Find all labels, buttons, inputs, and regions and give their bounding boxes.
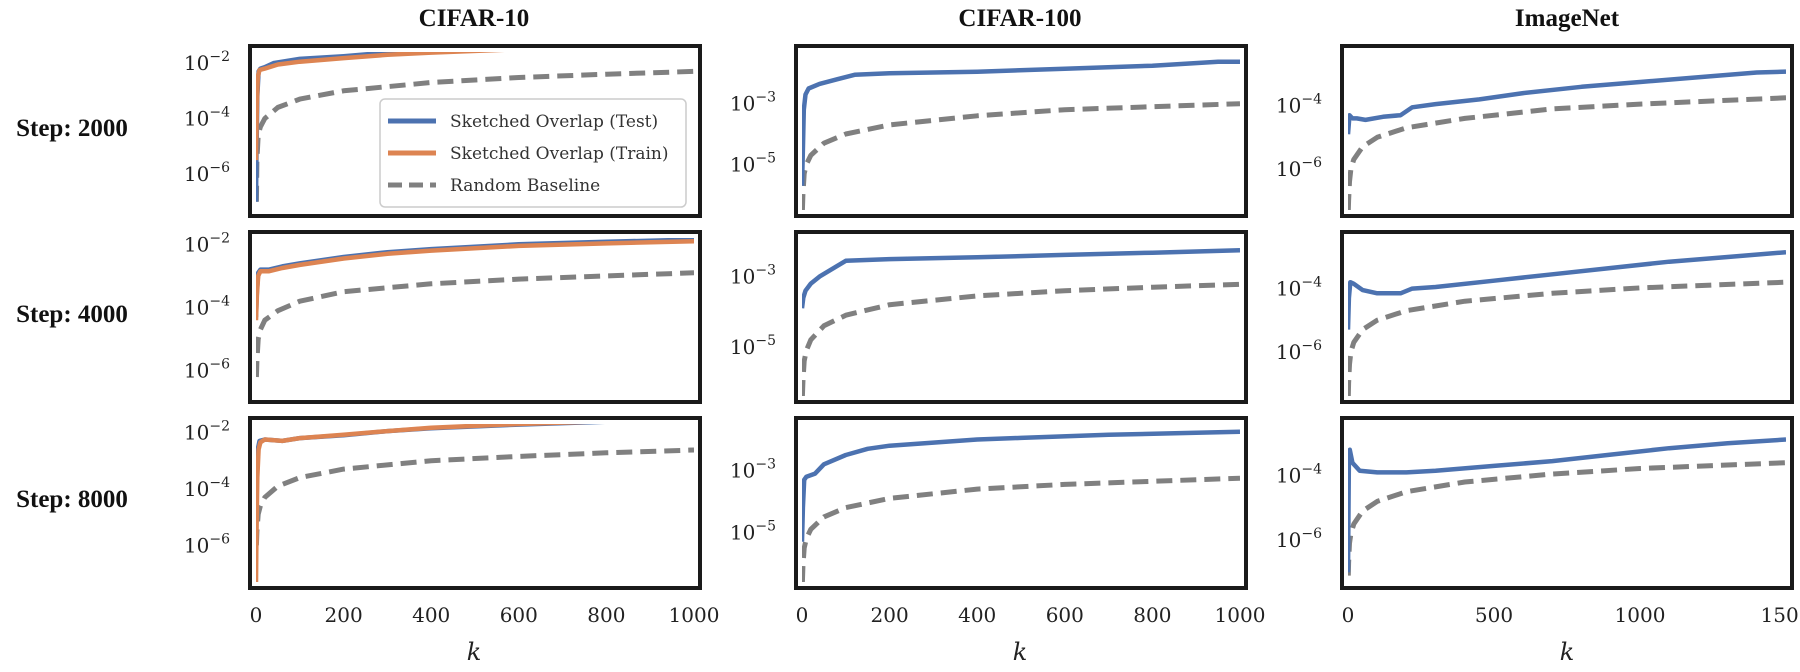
panel-r0-c2: 10−4 10−6 — [1276, 44, 1794, 218]
y-tick-label: 10−5 — [730, 150, 776, 176]
y-tick-label: 10−4 — [1276, 275, 1322, 301]
panel-background — [1342, 46, 1792, 216]
panel-background — [1342, 232, 1792, 402]
x-tick-label: 400 — [412, 603, 450, 627]
panel-frame — [248, 44, 702, 218]
panel-r1-c2: 10−4 10−6 — [1276, 230, 1794, 404]
panel-r0-c1: 10−3 10−5 — [730, 44, 1248, 218]
panel-series — [802, 59, 1240, 210]
y-tick-label: 10−6 — [1276, 526, 1322, 552]
test-overlap-line — [802, 429, 1240, 542]
random-baseline-line — [1348, 95, 1786, 210]
train-overlap-line — [256, 238, 694, 321]
panel-frame — [1340, 230, 1794, 404]
legend-test-label: Sketched Overlap (Test) — [450, 112, 658, 132]
row-title-step-8000: Step: 8000 — [16, 486, 128, 513]
x-tick-label: 0 — [796, 603, 809, 627]
x-tick-label: 1000 — [1215, 603, 1266, 627]
train-overlap-line — [256, 52, 505, 161]
test-overlap-line — [802, 248, 1240, 309]
panel-background — [250, 232, 700, 402]
panel-frame — [794, 230, 1248, 404]
panel-r2-c2: 10−4 10−6 0 500 1000 1500 — [1276, 416, 1800, 627]
y-tick-label: 10−4 — [1276, 92, 1322, 118]
panel-series — [802, 248, 1240, 396]
legend-baseline-label: Random Baseline — [450, 176, 600, 196]
panel-r2-c0: 10−2 10−4 10−6 0 200 400 600 800 1000 — [184, 416, 720, 627]
panel-frame — [794, 44, 1248, 218]
panel-series — [1348, 249, 1786, 396]
legend-train-label: Sketched Overlap (Train) — [450, 144, 669, 164]
test-overlap-line — [802, 59, 1240, 186]
xlabel-imagenet: k — [1560, 638, 1575, 666]
panel-r1-c0: 10−2 10−4 10−6 — [184, 230, 702, 404]
random-baseline-line — [256, 270, 694, 378]
legend-box — [379, 98, 687, 208]
panel-r2-c1: 10−3 10−5 0 200 400 600 800 1000 — [730, 416, 1266, 627]
x-tick-label: 800 — [587, 603, 625, 627]
random-baseline-line — [802, 281, 1240, 396]
y-tick-label: 10−4 — [184, 105, 230, 131]
y-tick-label: 10−6 — [184, 531, 230, 557]
row-title-step-4000: Step: 4000 — [16, 301, 128, 328]
test-overlap-line — [1348, 437, 1786, 573]
panel-series — [256, 238, 694, 378]
panel-background — [250, 418, 700, 588]
random-baseline-line — [802, 475, 1240, 582]
test-overlap-line — [1348, 69, 1786, 135]
panel-series — [1348, 437, 1786, 576]
x-tick-label: 0 — [250, 603, 263, 627]
y-tick-label: 10−6 — [1276, 338, 1322, 364]
y-tick-label: 10−5 — [730, 518, 776, 544]
x-tick-label: 1000 — [669, 603, 720, 627]
y-tick-label: 10−6 — [1276, 155, 1322, 181]
y-tick-label: 10−2 — [184, 230, 230, 256]
x-tick-label: 1000 — [1615, 603, 1666, 627]
y-tick-label: 10−3 — [730, 456, 776, 482]
x-tick-label: 400 — [958, 603, 996, 627]
x-tick-label: 800 — [1133, 603, 1171, 627]
test-overlap-line — [1348, 249, 1786, 330]
panel-frame — [794, 416, 1248, 590]
y-tick-label: 10−6 — [184, 160, 230, 186]
x-tick-label: 200 — [871, 603, 909, 627]
y-tick-label: 10−3 — [730, 263, 776, 289]
col-title-imagenet: ImageNet — [1515, 5, 1620, 32]
panel-r1-c1: 10−3 10−5 — [730, 230, 1248, 404]
col-title-cifar100: CIFAR-100 — [958, 5, 1081, 32]
x-tick-label: 600 — [500, 603, 538, 627]
row-title-step-2000: Step: 2000 — [16, 115, 128, 142]
y-tick-label: 10−4 — [1276, 462, 1322, 488]
legend: Sketched Overlap (Test) Sketched Overlap… — [379, 98, 687, 208]
x-tick-label: 200 — [325, 603, 363, 627]
panel-series — [256, 52, 694, 202]
x-tick-label: 0 — [1342, 603, 1355, 627]
y-tick-label: 10−5 — [730, 333, 776, 359]
panel-frame — [1340, 44, 1794, 218]
panel-background — [796, 418, 1246, 588]
panel-series — [256, 424, 694, 582]
x-tick-label: 500 — [1475, 603, 1513, 627]
train-overlap-line — [256, 424, 590, 582]
y-tick-label: 10−4 — [184, 294, 230, 320]
y-tick-label: 10−4 — [184, 475, 230, 501]
panel-frame — [248, 416, 702, 590]
xlabel-cifar100: k — [1013, 638, 1028, 666]
y-tick-label: 10−2 — [184, 49, 230, 75]
y-tick-label: 10−2 — [184, 418, 230, 444]
panels-group: 10−2 10−4 10−6 10−3 10−5 10−4 10−6 10−2 10−4 10−6… — [184, 44, 1800, 627]
panel-series — [802, 429, 1240, 582]
col-title-cifar10: CIFAR-10 — [419, 5, 530, 32]
panel-frame — [248, 230, 702, 404]
y-tick-label: 10−3 — [730, 90, 776, 116]
x-tick-label: 1500 — [1761, 603, 1800, 627]
panel-series — [1348, 69, 1786, 210]
y-tick-label: 10−6 — [184, 357, 230, 383]
xlabel-cifar10: k — [467, 638, 482, 666]
x-tick-label: 600 — [1046, 603, 1084, 627]
panel-frame — [1340, 416, 1794, 590]
random-baseline-line — [1348, 279, 1786, 396]
